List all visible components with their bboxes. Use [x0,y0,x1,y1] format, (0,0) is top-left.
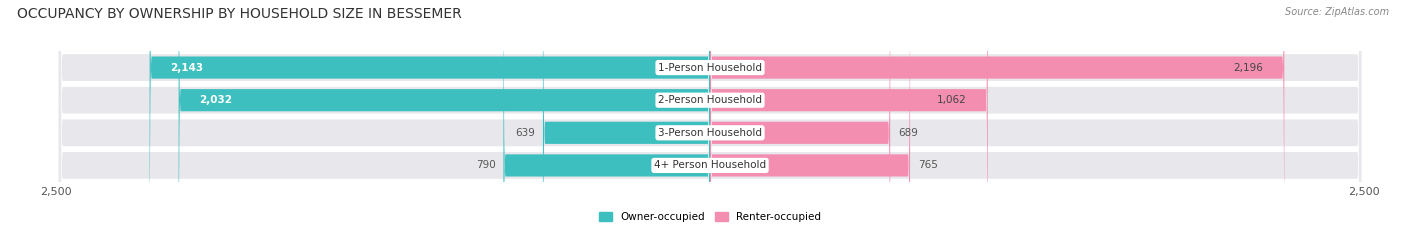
Text: 2,143: 2,143 [170,63,204,72]
Text: 765: 765 [918,161,938,170]
Text: 4+ Person Household: 4+ Person Household [654,161,766,170]
FancyBboxPatch shape [710,0,1284,233]
Text: OCCUPANCY BY OWNERSHIP BY HOUSEHOLD SIZE IN BESSEMER: OCCUPANCY BY OWNERSHIP BY HOUSEHOLD SIZE… [17,7,461,21]
Text: 689: 689 [898,128,918,138]
FancyBboxPatch shape [59,0,1361,233]
FancyBboxPatch shape [59,0,1361,233]
Legend: Owner-occupied, Renter-occupied: Owner-occupied, Renter-occupied [595,208,825,226]
FancyBboxPatch shape [59,0,1361,233]
FancyBboxPatch shape [149,0,710,233]
FancyBboxPatch shape [710,0,988,233]
Text: 790: 790 [475,161,495,170]
FancyBboxPatch shape [710,0,910,233]
FancyBboxPatch shape [543,0,710,233]
FancyBboxPatch shape [59,0,1361,233]
FancyBboxPatch shape [710,0,890,233]
FancyBboxPatch shape [179,0,710,233]
Text: 2,032: 2,032 [200,95,232,105]
FancyBboxPatch shape [503,0,710,233]
Text: 2-Person Household: 2-Person Household [658,95,762,105]
Text: 1-Person Household: 1-Person Household [658,63,762,72]
Text: 2,196: 2,196 [1233,63,1264,72]
Text: 3-Person Household: 3-Person Household [658,128,762,138]
Text: 1,062: 1,062 [936,95,967,105]
Text: 639: 639 [515,128,536,138]
Text: Source: ZipAtlas.com: Source: ZipAtlas.com [1285,7,1389,17]
